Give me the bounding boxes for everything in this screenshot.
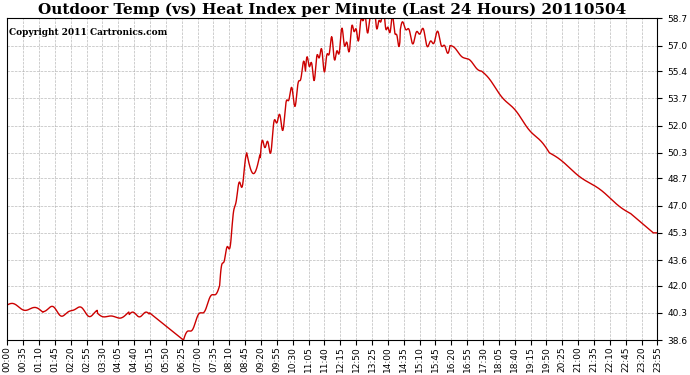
Title: Outdoor Temp (vs) Heat Index per Minute (Last 24 Hours) 20110504: Outdoor Temp (vs) Heat Index per Minute … xyxy=(38,3,627,17)
Text: Copyright 2011 Cartronics.com: Copyright 2011 Cartronics.com xyxy=(8,28,167,37)
